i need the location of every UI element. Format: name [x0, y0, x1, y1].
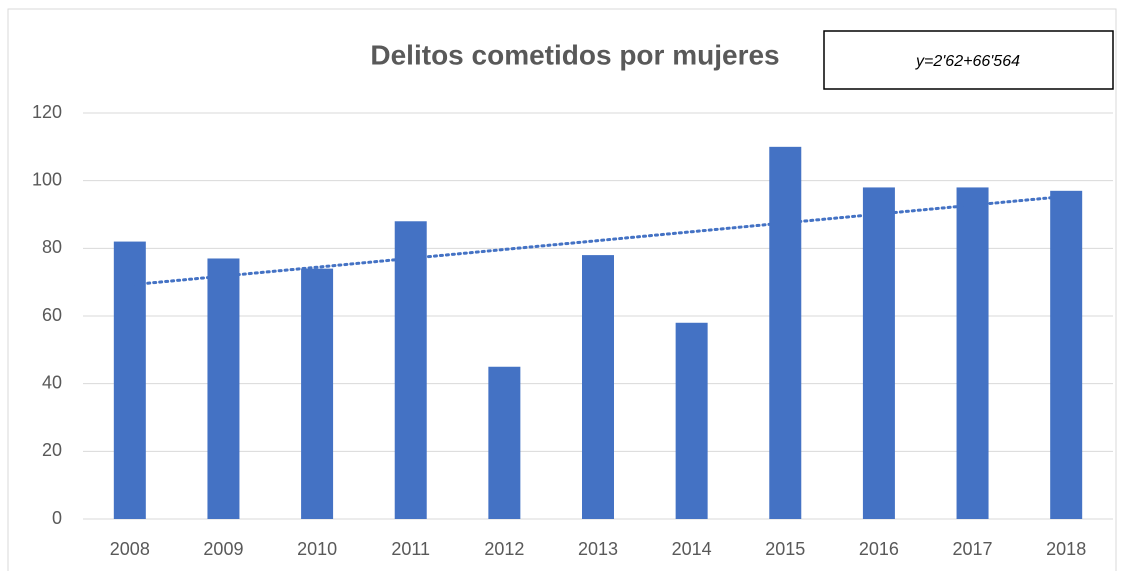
x-tick-label: 2012: [484, 539, 524, 559]
y-tick-label: 120: [32, 102, 62, 122]
bar: [956, 187, 989, 519]
bar: [301, 268, 334, 519]
y-tick-label: 0: [52, 508, 62, 528]
y-tick-label: 20: [42, 440, 62, 460]
x-tick-label: 2015: [765, 539, 805, 559]
chart-border: [7, 8, 1117, 571]
y-tick-label: 60: [42, 305, 62, 325]
x-tick-label: 2009: [203, 539, 243, 559]
trendline: [128, 194, 1068, 287]
bar: [207, 258, 240, 519]
x-tick-label: 2018: [1046, 539, 1086, 559]
bar: [675, 322, 708, 519]
y-tick-label: 80: [42, 237, 62, 257]
y-tick-label: 100: [32, 169, 62, 189]
y-tick-label: 40: [42, 372, 62, 392]
x-tick-label: 2017: [953, 539, 993, 559]
x-tick-label: 2013: [578, 539, 618, 559]
annotation-box: [823, 30, 1114, 90]
x-tick-label: 2010: [297, 539, 337, 559]
bar: [1050, 190, 1083, 520]
bar: [769, 146, 802, 520]
bar: [113, 241, 146, 520]
chart-title: Delitos cometidos por mujeres: [370, 39, 779, 70]
x-tick-label: 2011: [391, 539, 430, 559]
trendline-equation: y=2'62+66'564: [915, 53, 1020, 70]
x-tick-label: 2014: [672, 539, 712, 559]
bar: [488, 366, 521, 519]
bar: [394, 221, 427, 519]
x-tick-label: 2016: [859, 539, 899, 559]
x-tick-label: 2008: [110, 539, 150, 559]
bar: [862, 187, 895, 519]
bar: [582, 255, 614, 519]
